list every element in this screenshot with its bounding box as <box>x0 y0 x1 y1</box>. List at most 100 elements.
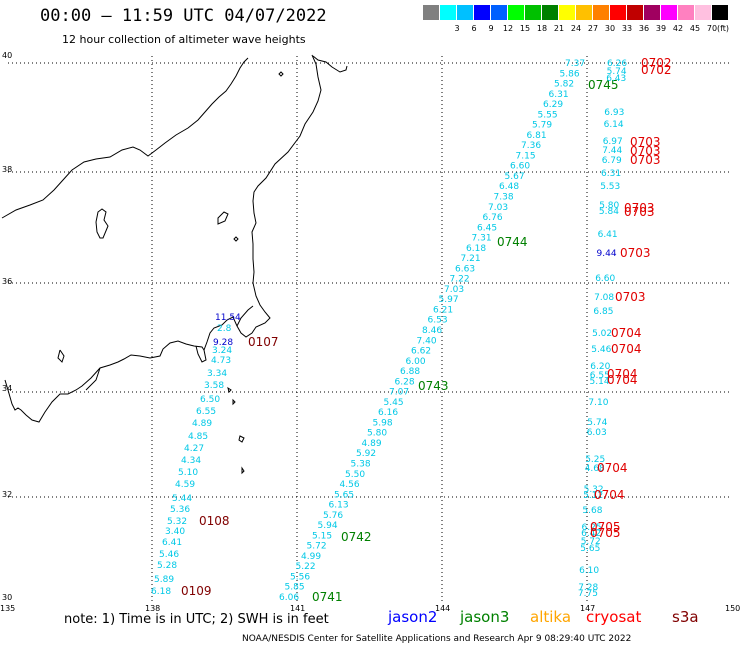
longitude-label: 144 <box>435 604 450 613</box>
izu-peninsula-coastline <box>195 345 207 363</box>
noto-peninsula-coastline <box>95 208 109 239</box>
wave-height-value: 5.55 <box>538 110 558 120</box>
axis-labels: 40 38 36 34 32 30 135 138 141 144 147 150 <box>0 51 740 613</box>
wave-height-value: 5.76 <box>323 511 343 521</box>
pass-time-label: 0107 <box>248 335 279 349</box>
wave-height-value: 5.84 <box>599 207 619 217</box>
wave-height-value: 5.25 <box>585 455 605 465</box>
wave-height-value: 6.20 <box>590 362 610 372</box>
legend-tick-label: 45 <box>689 24 701 33</box>
small-island-b <box>233 236 239 242</box>
wave-height-value: 5.02 <box>592 329 612 339</box>
wave-height-value: 3.58 <box>204 381 224 391</box>
map-grid <box>8 56 732 604</box>
izu-island-2 <box>238 435 245 443</box>
pass-time-label: 0744 <box>497 235 528 249</box>
satellite-s3a-label: s3a <box>672 608 699 626</box>
wave-height-value: 7.31 <box>472 234 492 244</box>
legend-tick-label: 39 <box>655 24 667 33</box>
wave-height-value: 5.94 <box>318 521 338 531</box>
japan-coastline <box>1 54 348 475</box>
wave-height-value: 5.72 <box>307 542 327 552</box>
wave-height-value: 6.45 <box>477 223 497 233</box>
latitude-label: 38 <box>2 165 12 174</box>
wave-height-value: 6.79 <box>602 156 622 166</box>
wave-height-value: 4.56 <box>340 480 360 490</box>
wave-height-value: 5.97 <box>439 295 459 305</box>
wave-height-value: 6.60 <box>595 274 615 284</box>
wave-height-value: 6.16 <box>378 408 398 418</box>
legend-swatch <box>491 5 508 20</box>
credit-line: NOAA/NESDIS Center for Satellite Applica… <box>242 634 632 644</box>
wave-height-value: 5.89 <box>154 575 174 585</box>
latitude-label: 34 <box>2 384 12 393</box>
west-track-labels: 11.542.8 9.283.244.73 3.34 3.58 6.50 6.55 4.89… <box>151 313 279 598</box>
wave-height-value: 5.65 <box>334 490 354 500</box>
wave-height-value: 7.28 <box>578 583 598 593</box>
legend-swatch <box>678 5 695 20</box>
legend-tick-label: 30 <box>604 24 616 33</box>
longitude-label: 141 <box>290 604 305 613</box>
wave-height-value: 6.48 <box>499 182 519 192</box>
wave-height-value: 5.45 <box>384 398 404 408</box>
wave-height-value: 4.34 <box>181 456 201 466</box>
legend-swatch <box>474 5 491 20</box>
wave-height-value: 6.31 <box>549 90 569 100</box>
wave-height-value: 6.50 <box>200 395 220 405</box>
legend-swatch <box>610 5 627 20</box>
pass-time-label: 0704 <box>611 342 642 356</box>
legend-swatch <box>695 5 712 20</box>
wave-height-value: 6.85 <box>593 307 613 317</box>
wave-height-value: 5.46 <box>159 550 179 560</box>
legend-swatch <box>508 5 525 20</box>
longitude-label: 138 <box>145 604 160 613</box>
pass-time-label: 0704 <box>607 367 638 381</box>
legend-swatch <box>423 5 440 20</box>
wave-height-value: 5.15 <box>312 531 332 541</box>
wave-height-value: 5.80 <box>599 201 619 211</box>
legend-tick-label: 18 <box>536 24 548 33</box>
wave-height-value: 6.55 <box>196 407 216 417</box>
wave-height-value: 5.65 <box>580 544 600 554</box>
wave-height-value: 5.44 <box>172 494 192 504</box>
wave-height-value: 6.76 <box>483 213 503 223</box>
wave-height-value: 6.31 <box>601 169 621 179</box>
longitude-label: 135 <box>0 604 15 613</box>
wave-height-value: 6.53 <box>428 316 448 326</box>
pass-time-label: 0703 <box>620 246 651 260</box>
legend-tick-label: 70 <box>706 24 718 33</box>
longitude-label: 147 <box>580 604 595 613</box>
pass-time-label: 0704 <box>594 488 625 502</box>
wave-height-value: 8.46 <box>422 326 442 336</box>
wave-height-value: 7.22 <box>450 275 470 285</box>
wave-height-value: 7.03 <box>488 203 508 213</box>
wave-height-value: 4.73 <box>211 356 231 366</box>
izu-island-1 <box>227 386 232 393</box>
wave-height-value: 5.98 <box>373 418 393 428</box>
legend-swatch <box>644 5 661 20</box>
pass-time-label: 0745 <box>588 78 619 92</box>
northeast-coastline <box>312 55 348 73</box>
wave-height-value: 5.12 <box>583 491 603 501</box>
pass-time-label: 0703 <box>630 135 661 149</box>
wave-height-value: 4.27 <box>184 444 204 454</box>
legend-swatch <box>457 5 474 20</box>
wave-height-value: 5.72 <box>581 537 601 547</box>
pass-time-label: 0703 <box>615 290 646 304</box>
pass-time-label: 0108 <box>199 514 230 528</box>
units-note: note: 1) Time is in UTC; 2) SWH is in fe… <box>64 612 329 627</box>
satellite-cryosat-label: cryosat <box>586 608 642 626</box>
wave-height-value: 5.56 <box>290 573 310 583</box>
latitude-label: 40 <box>2 51 12 60</box>
wave-height-value: 5.32 <box>584 485 604 495</box>
wave-height-value: 6.03 <box>587 428 607 438</box>
legend-tick-label: 6 <box>471 24 477 33</box>
wave-height-value: 6.88 <box>400 367 420 377</box>
wave-height-value: 6.81 <box>527 131 547 141</box>
legend-unit: (ft) <box>717 24 730 33</box>
wave-height-value: 5.14 <box>590 377 610 387</box>
middle-track-labels: 7.375.865.826.316.295.555.796.817.367.15… <box>279 59 619 604</box>
page-title: 00:00 – 11:59 UTC 04/07/2022 <box>40 6 327 26</box>
wave-height-value: 6.42 <box>581 529 601 539</box>
